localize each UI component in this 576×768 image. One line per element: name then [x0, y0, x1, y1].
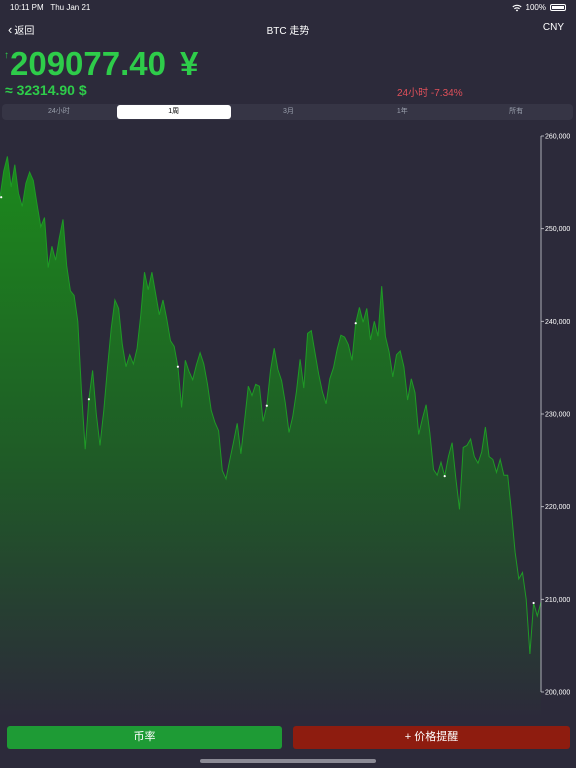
- y-tick-label: 200,000: [545, 690, 570, 697]
- y-tick-label: 220,000: [545, 504, 570, 511]
- price-cny: ↑ 209077.40 ¥: [4, 45, 198, 83]
- price-usd: ≈ 32314.90 $: [5, 82, 87, 98]
- arrow-up-icon: ↑: [4, 50, 9, 61]
- y-tick-label: 240,000: [545, 319, 570, 326]
- status-time-text: 10:11 PM: [10, 3, 44, 12]
- battery-percent: 100%: [525, 3, 546, 12]
- price-markers: [0, 196, 535, 605]
- price-marker: [443, 475, 446, 478]
- battery-icon: [550, 4, 566, 11]
- status-right: 100%: [511, 3, 566, 12]
- back-label: 返回: [14, 26, 35, 37]
- wifi-icon: [511, 4, 522, 11]
- tab-all[interactable]: 所有: [509, 108, 524, 115]
- tab-24h[interactable]: 24小时: [48, 108, 70, 115]
- navigation-bar: ‹ 返回 BTC 走势 CNY: [0, 14, 576, 42]
- price-marker: [354, 322, 357, 325]
- price-area: [0, 156, 541, 718]
- price-cny-symbol: ¥: [180, 45, 199, 82]
- price-change-24h: 24小时 -7.34%: [397, 88, 463, 99]
- price-line: [0, 156, 542, 655]
- status-date: Thu Jan 21: [50, 3, 91, 12]
- y-tick-label: 210,000: [545, 597, 570, 604]
- price-marker: [87, 398, 90, 401]
- currency-button[interactable]: CNY: [542, 22, 564, 33]
- tab-3m[interactable]: 3月: [283, 108, 294, 115]
- price-marker: [265, 404, 268, 407]
- y-axis: 260,000 250,000 240,000 230,000 220,000 210,0…: [541, 134, 570, 697]
- rate-button[interactable]: 币率: [7, 726, 282, 749]
- y-tick-label: 250,000: [545, 226, 570, 233]
- tab-1y[interactable]: 1年: [396, 108, 408, 115]
- status-bar: 10:11 PM Thu Jan 21 100%: [0, 0, 576, 14]
- period-segmented-control: 24小时 1周 3月 1年 所有: [2, 104, 573, 120]
- price-alert-button[interactable]: + 价格提醒: [293, 726, 570, 749]
- back-button[interactable]: ‹ 返回: [8, 21, 35, 38]
- price-marker: [532, 601, 535, 605]
- y-tick-label: 230,000: [545, 412, 570, 419]
- price-chart[interactable]: 260,000 250,000 240,000 230,000 220,000 210,0…: [0, 128, 576, 718]
- chevron-left-icon: ‹: [8, 21, 13, 37]
- home-indicator: [200, 759, 376, 763]
- y-tick-label: 260,000: [545, 134, 570, 141]
- price-marker: [0, 196, 3, 199]
- status-time: 10:11 PM Thu Jan 21: [10, 3, 90, 12]
- price-marker: [176, 365, 179, 368]
- tab-1w[interactable]: 1周: [116, 105, 231, 119]
- page-title: BTC 走势: [266, 26, 310, 37]
- price-cny-value: 209077.40: [10, 45, 166, 82]
